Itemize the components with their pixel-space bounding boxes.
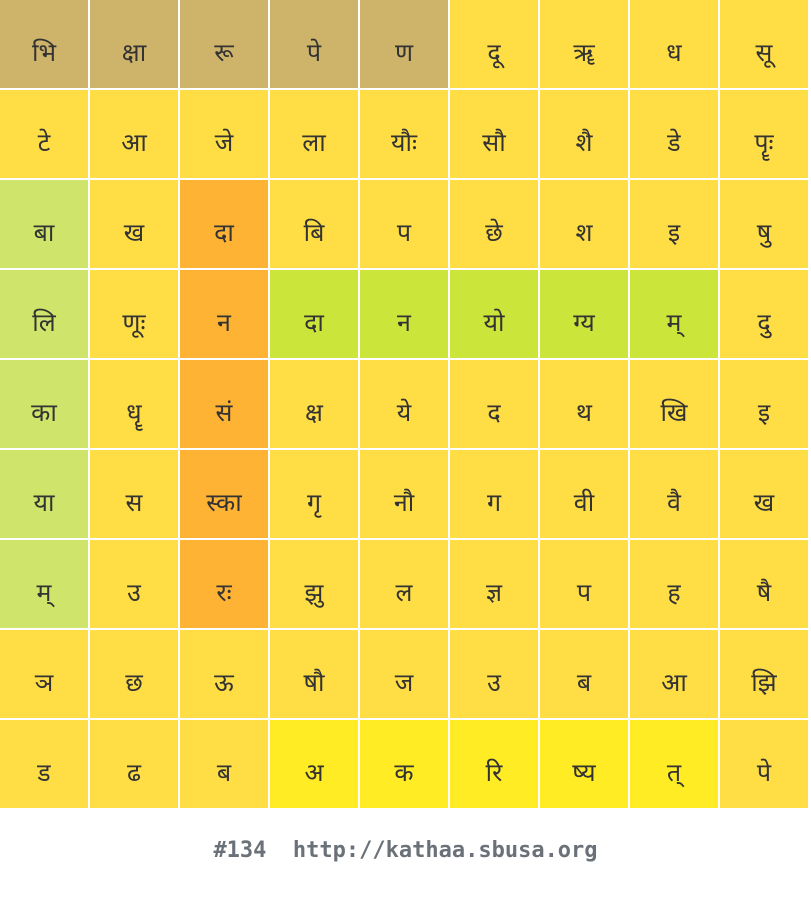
grid-cell-r1-c1[interactable]: भि	[0, 0, 90, 90]
grid-cell-r2-c3[interactable]: जे	[180, 90, 270, 180]
grid-cell-r1-c7[interactable]: ॠ	[540, 0, 630, 90]
grid-cell-r6-c4[interactable]: गृ	[270, 450, 360, 540]
grid-cell-r8-c2[interactable]: छ	[90, 630, 180, 720]
grid-cell-r4-c9[interactable]: दु	[720, 270, 810, 360]
grid-cell-r6-c5[interactable]: नौ	[360, 450, 450, 540]
grid-cell-r1-c4[interactable]: पे	[270, 0, 360, 90]
grid-cell-r7-c1[interactable]: म्	[0, 540, 90, 630]
grid-cell-r9-c5[interactable]: क	[360, 720, 450, 810]
grid-cell-r9-c4[interactable]: अ	[270, 720, 360, 810]
grid-cell-r8-c5[interactable]: ज	[360, 630, 450, 720]
grid-cell-r9-c7[interactable]: ष्य	[540, 720, 630, 810]
grid-cell-r3-c2[interactable]: ख	[90, 180, 180, 270]
grid-cell-r1-c3[interactable]: रू	[180, 0, 270, 90]
grid-cell-r8-c1[interactable]: ञ	[0, 630, 90, 720]
grid-cell-r8-c9[interactable]: झि	[720, 630, 810, 720]
grid-cell-r6-c9[interactable]: ख	[720, 450, 810, 540]
grid-cell-r4-c7[interactable]: ग्य	[540, 270, 630, 360]
grid-cell-r6-c6[interactable]: ग	[450, 450, 540, 540]
grid-cell-r3-c5[interactable]: प	[360, 180, 450, 270]
grid-cell-r1-c6[interactable]: दू	[450, 0, 540, 90]
footer-caption: #134 http://kathaa.sbusa.org	[213, 838, 598, 863]
grid-cell-r3-c8[interactable]: इ	[630, 180, 720, 270]
grid-cell-r9-c3[interactable]: ब	[180, 720, 270, 810]
grid-cell-r5-c5[interactable]: ये	[360, 360, 450, 450]
grid-cell-r9-c2[interactable]: ढ	[90, 720, 180, 810]
grid-cell-r5-c3[interactable]: सं	[180, 360, 270, 450]
grid-cell-r6-c2[interactable]: स	[90, 450, 180, 540]
grid-cell-r7-c7[interactable]: प	[540, 540, 630, 630]
grid-cell-r2-c6[interactable]: सौ	[450, 90, 540, 180]
grid-cell-r1-c5[interactable]: ण	[360, 0, 450, 90]
grid-cell-r6-c7[interactable]: वी	[540, 450, 630, 540]
grid-cell-r8-c8[interactable]: आ	[630, 630, 720, 720]
grid-cell-r5-c8[interactable]: खि	[630, 360, 720, 450]
grid-cell-r1-c8[interactable]: ध	[630, 0, 720, 90]
grid-cell-r9-c8[interactable]: त्	[630, 720, 720, 810]
grid-cell-r1-c9[interactable]: सू	[720, 0, 810, 90]
grid-cell-r7-c2[interactable]: उ	[90, 540, 180, 630]
grid-cell-r2-c9[interactable]: पॄः	[720, 90, 810, 180]
grid-cell-r4-c6[interactable]: यो	[450, 270, 540, 360]
grid-cell-r3-c4[interactable]: बि	[270, 180, 360, 270]
grid-cell-r2-c4[interactable]: ला	[270, 90, 360, 180]
grid-cell-r5-c2[interactable]: धॄ	[90, 360, 180, 450]
grid-cell-r5-c7[interactable]: थ	[540, 360, 630, 450]
grid-cell-r3-c6[interactable]: छे	[450, 180, 540, 270]
grid-cell-r4-c8[interactable]: म्	[630, 270, 720, 360]
grid-cell-r8-c3[interactable]: ऊ	[180, 630, 270, 720]
grid-cell-r8-c6[interactable]: उ	[450, 630, 540, 720]
grid-cell-r3-c9[interactable]: षु	[720, 180, 810, 270]
grid-cell-r5-c6[interactable]: द	[450, 360, 540, 450]
grid-cell-r7-c3[interactable]: रः	[180, 540, 270, 630]
word-search-grid: भि क्षा रू पे ण दू ॠ ध सू टे आ जे ला यौः सौ शै डे पॄः बा ख द…	[0, 0, 810, 810]
grid-cell-r4-c5[interactable]: न	[360, 270, 450, 360]
grid-cell-r5-c4[interactable]: क्ष	[270, 360, 360, 450]
grid-cell-r8-c7[interactable]: ब	[540, 630, 630, 720]
grid-cell-r7-c8[interactable]: ह	[630, 540, 720, 630]
grid-cell-r1-c2[interactable]: क्षा	[90, 0, 180, 90]
grid-cell-r9-c6[interactable]: रि	[450, 720, 540, 810]
grid-cell-r2-c1[interactable]: टे	[0, 90, 90, 180]
grid-cell-r6-c3[interactable]: स्का	[180, 450, 270, 540]
grid-cell-r4-c4[interactable]: दा	[270, 270, 360, 360]
grid-cell-r9-c9[interactable]: पे	[720, 720, 810, 810]
grid-cell-r7-c4[interactable]: झु	[270, 540, 360, 630]
grid-cell-r7-c5[interactable]: ल	[360, 540, 450, 630]
grid-cell-r2-c5[interactable]: यौः	[360, 90, 450, 180]
grid-cell-r2-c8[interactable]: डे	[630, 90, 720, 180]
grid-cell-r4-c3[interactable]: न	[180, 270, 270, 360]
grid-cell-r3-c1[interactable]: बा	[0, 180, 90, 270]
grid-cell-r3-c7[interactable]: श	[540, 180, 630, 270]
grid-cell-r5-c1[interactable]: का	[0, 360, 90, 450]
grid-cell-r7-c9[interactable]: षै	[720, 540, 810, 630]
grid-cell-r5-c9[interactable]: इ	[720, 360, 810, 450]
grid-cell-r7-c6[interactable]: ज्ञ	[450, 540, 540, 630]
grid-cell-r8-c4[interactable]: षौ	[270, 630, 360, 720]
grid-cell-r6-c1[interactable]: या	[0, 450, 90, 540]
grid-cell-r2-c7[interactable]: शै	[540, 90, 630, 180]
grid-cell-r3-c3[interactable]: दा	[180, 180, 270, 270]
grid-cell-r4-c2[interactable]: णूः	[90, 270, 180, 360]
grid-cell-r2-c2[interactable]: आ	[90, 90, 180, 180]
grid-cell-r4-c1[interactable]: लि	[0, 270, 90, 360]
grid-cell-r9-c1[interactable]: ड	[0, 720, 90, 810]
grid-cell-r6-c8[interactable]: वै	[630, 450, 720, 540]
